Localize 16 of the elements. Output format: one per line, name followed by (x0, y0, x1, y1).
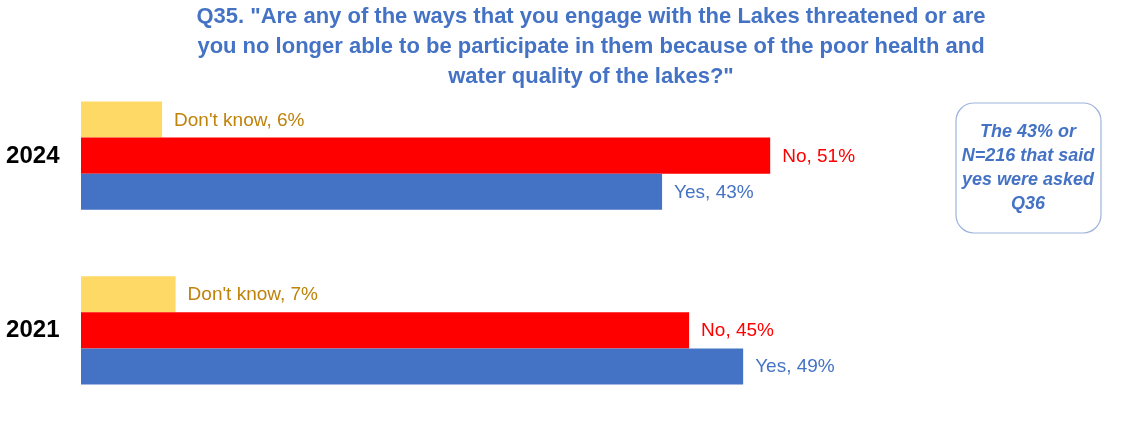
data-label: Yes, 49% (755, 355, 835, 377)
bar (81, 173, 663, 210)
bar (81, 276, 176, 313)
data-label: Yes, 43% (674, 180, 754, 202)
y-tick-label: 2021 (6, 315, 60, 343)
data-label: No, 45% (701, 319, 775, 341)
bar (81, 101, 163, 138)
data-label: No, 51% (782, 144, 856, 166)
bar (81, 312, 690, 349)
text: The 43% or N=216 that said yes were asked Q36 (960, 121, 1096, 213)
data-label: Don't know, 7% (187, 283, 319, 305)
chart-title: Q35. "Are any of the ways that you engage with the Lakes threatened or are you no longer able to be participate in them because of the poor health and water quality of the lakes?" (196, 3, 986, 88)
data-label: Don't know, 6% (174, 108, 305, 130)
bar (81, 348, 744, 385)
bar (81, 137, 771, 174)
y-tick-label: 2024 (6, 140, 61, 168)
